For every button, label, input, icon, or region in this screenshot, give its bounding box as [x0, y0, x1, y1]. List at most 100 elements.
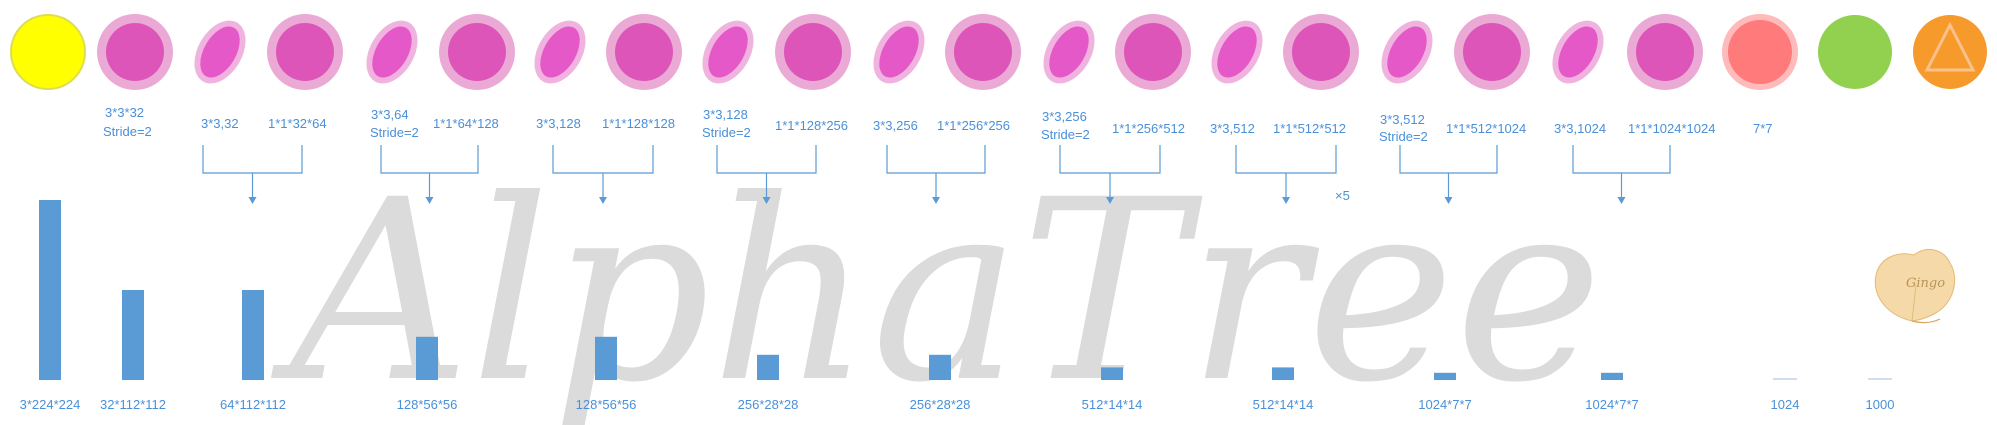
layer-param: 1*1*256*512	[1112, 121, 1185, 136]
feature-map-bar	[1601, 372, 1623, 380]
arrow-down-icon	[1444, 197, 1453, 204]
pointwise-circle	[606, 14, 682, 90]
layer-param: Stride=2	[370, 125, 419, 140]
bracket-connector	[1235, 145, 1337, 197]
layer-param: 1*1*1024*1024	[1628, 121, 1715, 136]
depthwise-ellipse	[702, 20, 754, 84]
depthwise-ellipse	[366, 20, 418, 84]
arrow-down-icon	[932, 197, 940, 204]
feature-map-label: 128*56*56	[397, 397, 458, 412]
pointwise-circle	[1283, 14, 1359, 90]
arrow-down-icon	[1106, 197, 1114, 204]
bracket-connector	[1572, 145, 1671, 197]
ginkgo-leaf-logo: Gingo	[1874, 248, 1956, 324]
feature-map-label: 1024*7*7	[1418, 397, 1472, 412]
feature-map-label: 32*112*112	[100, 397, 166, 412]
feature-map-bar	[416, 336, 438, 380]
depthwise-ellipse	[194, 20, 246, 84]
layer-param: 1*1*512*1024	[1446, 121, 1526, 136]
bracket-connector	[1399, 145, 1498, 197]
feature-map-label: 256*28*28	[910, 397, 971, 412]
layer-param: 1*1*64*128	[433, 116, 499, 131]
repeat-label: ×5	[1335, 188, 1350, 203]
layer-param: 1*1*32*64	[268, 116, 327, 131]
feature-map-bar	[122, 290, 144, 380]
layer-param: 3*3,512	[1380, 112, 1425, 127]
feature-map-label: 128*56*56	[576, 397, 637, 412]
layer-param: Stride=2	[103, 124, 152, 139]
layer-param: Stride=2	[1041, 127, 1090, 142]
pointwise-circle	[267, 14, 343, 90]
logo-text: Gingo	[1906, 276, 1945, 291]
feature-map-bar	[929, 354, 951, 380]
feature-map-label: 512*14*14	[1253, 397, 1314, 412]
feature-map-bar	[1272, 367, 1294, 380]
feature-maps: 3*224*224 32*112*112 64*112*112 128*56*56 12…	[20, 200, 1895, 412]
pointwise-circle	[439, 14, 515, 90]
layer-param: Stride=2	[702, 125, 751, 140]
layer-params: 3*3*32 Stride=2 3*3,32 1*1*32*64 3*3,64 …	[103, 105, 1773, 203]
arrow-down-icon	[1617, 197, 1626, 204]
feature-map-label: 64*112*112	[220, 397, 286, 412]
layer-param: 3*3*32	[105, 105, 144, 120]
brackets	[202, 145, 1671, 204]
bracket-connector	[886, 145, 986, 197]
feature-map-bar	[1868, 378, 1892, 380]
layer-icons	[10, 14, 1987, 90]
feature-map-label: 1024*7*7	[1585, 397, 1639, 412]
input-circle	[10, 14, 86, 90]
bracket-connector	[552, 145, 654, 197]
depthwise-ellipse	[1211, 20, 1263, 84]
feature-map-bar	[1434, 372, 1456, 380]
depthwise-ellipse	[1381, 20, 1433, 84]
layer-param: Stride=2	[1379, 129, 1428, 144]
pointwise-circle	[1454, 14, 1530, 90]
depthwise-ellipse	[1552, 20, 1604, 84]
layer-param: 1*1*128*128	[602, 116, 675, 131]
feature-map-label: 1024	[1771, 397, 1800, 412]
pointwise-circle	[1627, 14, 1703, 90]
layer-param: 7*7	[1753, 121, 1773, 136]
layer-param: 3*3,128	[703, 107, 748, 122]
layer-param: 1*1*512*512	[1273, 121, 1346, 136]
feature-map-bar	[242, 290, 264, 380]
layer-param: 3*3,256	[1042, 109, 1087, 124]
bracket-connector	[380, 145, 479, 197]
layer-param: 3*3,512	[1210, 121, 1255, 136]
pointwise-circle	[775, 14, 851, 90]
layer-param: 1*1*128*256	[775, 118, 848, 133]
fc-circle	[1818, 15, 1892, 89]
bracket-connector	[716, 145, 817, 197]
feature-map-label: 256*28*28	[738, 397, 799, 412]
layer-param: 1*1*256*256	[937, 118, 1010, 133]
feature-map-bar	[39, 200, 61, 380]
layer-param: 3*3,128	[536, 116, 581, 131]
feature-map-bar	[1773, 378, 1797, 380]
softmax-triangle-circle	[1913, 15, 1987, 89]
depthwise-ellipse	[534, 20, 586, 84]
arrow-down-icon	[762, 197, 771, 204]
feature-map-label: 3*224*224	[20, 397, 81, 412]
pointwise-circle	[945, 14, 1021, 90]
layer-param: 3*3,256	[873, 118, 918, 133]
depthwise-ellipse	[873, 20, 925, 84]
pool-circle	[1722, 14, 1798, 90]
feature-map-bar	[757, 354, 779, 380]
feature-map-bar	[1101, 367, 1123, 380]
arrow-down-icon	[248, 197, 257, 204]
arrow-down-icon	[599, 197, 607, 204]
depthwise-ellipse	[1043, 20, 1095, 84]
arrow-down-icon	[425, 197, 434, 204]
layer-param: 3*3,64	[371, 107, 409, 122]
layer-param: 3*3,32	[201, 116, 239, 131]
conv-circle	[106, 23, 164, 81]
arrow-down-icon	[1282, 197, 1290, 204]
feature-map-label: 1000	[1866, 397, 1895, 412]
feature-map-label: 512*14*14	[1082, 397, 1143, 412]
feature-map-bar	[595, 336, 617, 380]
bracket-connector	[1059, 145, 1161, 197]
pointwise-circle	[1115, 14, 1191, 90]
bracket-connector	[202, 145, 303, 197]
layer-param: 3*3,1024	[1554, 121, 1606, 136]
